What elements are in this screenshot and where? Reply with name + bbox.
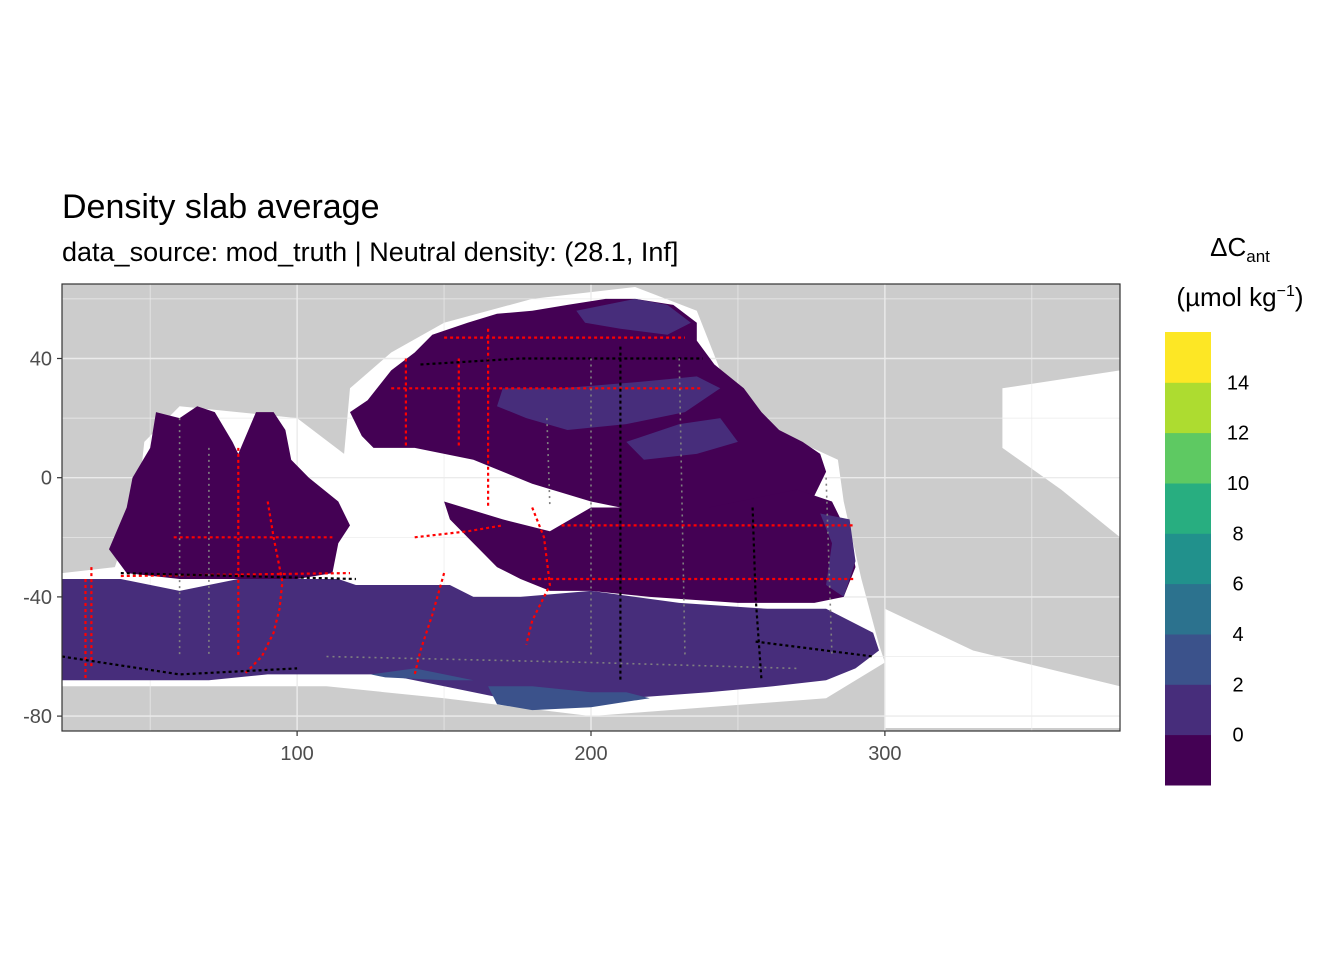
legend-label-14: 14: [1227, 372, 1249, 394]
ocean-missing-2: [884, 608, 1120, 728]
legend-label-10: 10: [1227, 473, 1249, 495]
legend-units-pre: (µmol kg: [1176, 282, 1276, 312]
obs-track-black-17: [751, 507, 763, 681]
x-tick-label-200: 200: [574, 743, 607, 765]
region-north-pacific-high: [576, 298, 691, 335]
legend-colorbar: [1165, 332, 1211, 786]
legend-swatch-2: [1165, 634, 1211, 685]
legend-units-sup: −1: [1277, 283, 1295, 300]
obs-track-grey-27: [326, 655, 797, 670]
data-regions: [62, 298, 879, 711]
legend: ΔCant (µmol kg−1) 0 2 4 6 8 10 12 14: [1165, 232, 1304, 786]
obs-track-red-14: [120, 572, 351, 578]
region-chile-margin: [820, 513, 856, 597]
x-tick-label-100: 100: [280, 743, 313, 765]
obs-track-red-4: [525, 507, 552, 645]
region-south-pacific: [444, 489, 856, 603]
x-tick-label-300: 300: [868, 743, 901, 765]
legend-title: ΔCant: [1210, 232, 1270, 266]
y-tick-label--40: -40: [23, 587, 52, 609]
region-east-pacific-band: [626, 418, 738, 460]
obs-track-grey-25: [678, 358, 686, 657]
legend-swatch-0: [1165, 734, 1211, 786]
observation-tracks: [61, 328, 874, 681]
legend-label-12: 12: [1227, 423, 1249, 445]
legend-label-6: 6: [1232, 574, 1243, 596]
region-ross-sea: [488, 686, 650, 711]
region-indian: [109, 406, 350, 579]
legend-label-4: 4: [1232, 624, 1243, 646]
legend-swatch-7: [1165, 382, 1211, 434]
y-tick-label--80: -80: [23, 706, 52, 728]
legend-label-2: 2: [1232, 674, 1243, 696]
map-panel: [61, 283, 1121, 732]
legend-label-8: 8: [1232, 523, 1243, 545]
region-north-pacific-mid: [497, 376, 721, 430]
x-axis: 100 200 300: [280, 731, 902, 765]
legend-swatch-3: [1165, 583, 1211, 635]
legend-title-sub: ant: [1246, 247, 1270, 266]
legend-swatch-1: [1165, 684, 1211, 736]
obs-track-red-2: [243, 501, 284, 676]
legend-swatch-5: [1165, 483, 1211, 534]
obs-track-red-3: [413, 572, 446, 675]
chart-title: Density slab average: [62, 188, 380, 226]
y-axis: 40 0 -40 -80: [23, 349, 62, 728]
legend-swatch-6: [1165, 432, 1211, 484]
legend-units-post: ): [1295, 282, 1304, 312]
chart-subtitle: data_source: mod_truth | Neutral density…: [62, 237, 678, 267]
y-tick-label-40: 40: [30, 349, 52, 371]
legend-swatch-4: [1165, 533, 1211, 585]
legend-title-main: ΔC: [1210, 232, 1246, 262]
legend-labels: 0 2 4 6 8 10 12 14: [1227, 372, 1249, 746]
legend-label-0: 0: [1232, 725, 1243, 747]
y-tick-label-0: 0: [41, 468, 52, 490]
region-adelie: [370, 668, 474, 681]
legend-swatch-8: [1165, 332, 1211, 383]
legend-units: (µmol kg−1): [1176, 282, 1303, 312]
obs-track-black-20: [755, 640, 874, 658]
